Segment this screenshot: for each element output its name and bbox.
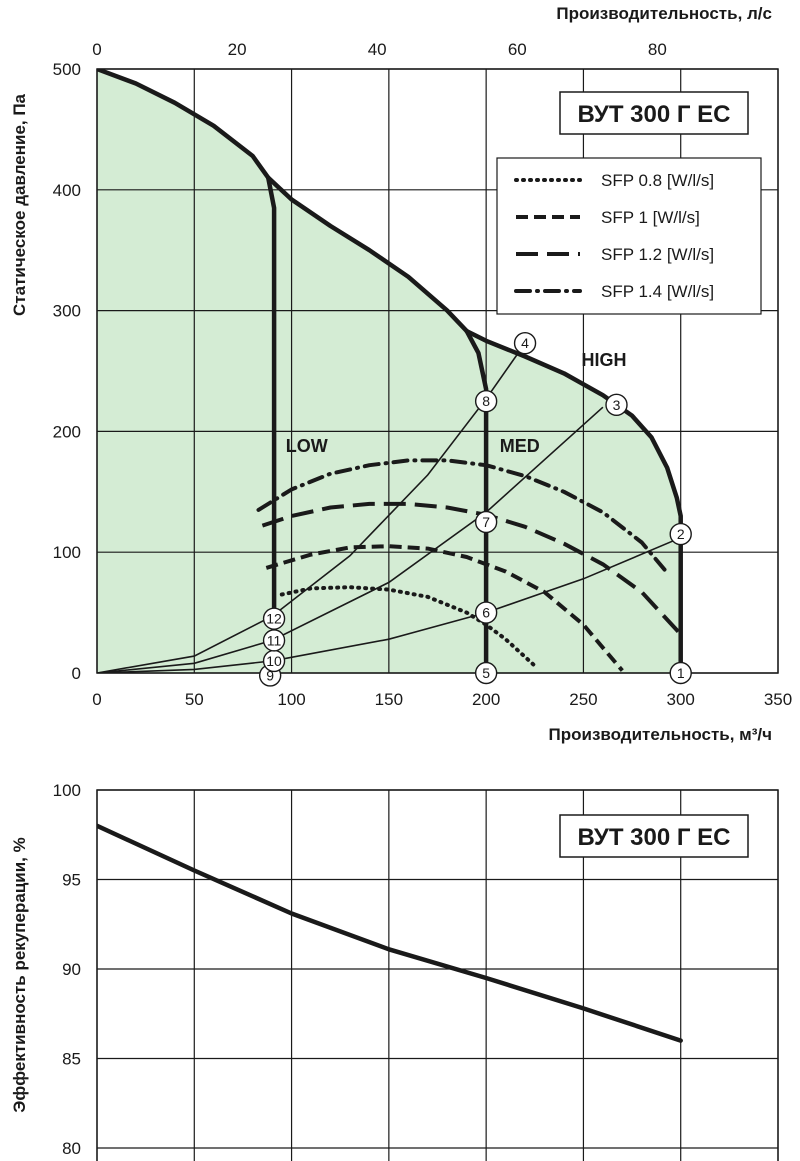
x2-tick-label: 20 <box>228 40 247 59</box>
x-tick-label: 300 <box>667 690 695 709</box>
marker-label: 4 <box>521 335 529 351</box>
marker-label: 6 <box>482 605 490 621</box>
operating-point-marker: 10 <box>262 649 286 673</box>
y-ticks: 0 100 200 300 400 500 <box>53 60 81 683</box>
operating-point-marker: 1 <box>669 661 692 685</box>
marker-circle <box>474 601 498 624</box>
x-tick-label: 100 <box>277 690 305 709</box>
pressure-chart: 0 50 100 150 200 250 300 350 0 20 40 60 80 0 100 200 3… <box>10 4 792 744</box>
y-tick-label: 500 <box>53 60 81 79</box>
marker-circle <box>474 510 498 534</box>
y-tick-label: 200 <box>53 422 81 441</box>
legend-label: SFP 1.2 [W/l/s] <box>601 245 714 264</box>
fan-curves <box>97 69 683 673</box>
efficiency-chart: 80 85 90 95 100 Эффективность рекуперации, %… <box>10 781 779 1161</box>
operating-point-marker: 7 <box>474 510 498 534</box>
operating-point-marker: 6 <box>474 601 498 624</box>
x2-tick-label: 80 <box>648 40 667 59</box>
fan-curve <box>265 175 277 673</box>
mode-label: LOW <box>286 436 328 456</box>
marker-label: 10 <box>266 653 282 669</box>
system-curve <box>97 406 604 673</box>
legend-label: SFP 0.8 [W/l/s] <box>601 171 714 190</box>
marker-circle <box>262 607 286 630</box>
sfp-curve <box>265 544 624 672</box>
plot-frame <box>96 789 779 1161</box>
mode-labels: LOW MED HIGH <box>286 350 627 456</box>
y-tick-label: 400 <box>53 181 81 200</box>
x-tick-label: 350 <box>764 690 792 709</box>
marker-circle <box>669 522 692 546</box>
marker-circle <box>605 393 628 417</box>
y-tick-label: 95 <box>62 871 81 890</box>
y-ticks: 80 85 90 95 100 <box>53 781 81 1158</box>
x-tick-label: 150 <box>375 690 403 709</box>
marker-label: 3 <box>613 397 621 413</box>
marker-label: 5 <box>482 665 490 681</box>
fan-curve <box>97 69 271 180</box>
marker-label: 2 <box>677 526 685 542</box>
sfp-curves <box>256 458 683 672</box>
mode-label: MED <box>500 436 540 456</box>
x2-ticks: 0 20 40 60 80 <box>92 40 667 59</box>
operating-point-marker: 5 <box>474 661 498 685</box>
operating-point-marker: 8 <box>474 390 498 413</box>
fan-curve <box>265 175 469 334</box>
marker-circle <box>262 629 286 652</box>
x-tick-label: 0 <box>92 690 101 709</box>
x-ticks: 0 50 100 150 200 250 300 350 <box>92 690 792 709</box>
marker-label: 11 <box>267 632 282 648</box>
system-curve <box>97 536 682 673</box>
marker-circle <box>669 661 692 685</box>
x-axis-title: Производительность, м³/ч <box>549 725 772 744</box>
y-tick-label: 0 <box>72 664 81 683</box>
x2-tick-label: 0 <box>92 40 101 59</box>
marker-circle <box>474 661 498 685</box>
operating-point-marker: 2 <box>669 522 692 546</box>
y-tick-label: 100 <box>53 543 81 562</box>
y-tick-label: 80 <box>62 1139 81 1158</box>
sfp-curve <box>279 585 537 668</box>
fan-curve <box>464 328 683 673</box>
model-label: ВУТ 300 Г ЕС <box>578 824 731 851</box>
model-label-box: ВУТ 300 Г ЕС <box>559 814 749 858</box>
marker-label: 12 <box>266 611 282 627</box>
model-label: ВУТ 300 Г ЕС <box>578 101 731 128</box>
plot-frame <box>96 68 779 674</box>
marker-label: 8 <box>482 393 490 409</box>
operating-point-marker: 3 <box>605 393 628 417</box>
mode-label: HIGH <box>581 350 626 370</box>
legend-label: SFP 1 [W/l/s] <box>601 208 700 227</box>
y-axis-title: Эффективность рекуперации, % <box>10 837 29 1112</box>
x-tick-label: 250 <box>569 690 597 709</box>
y-tick-label: 100 <box>53 781 81 800</box>
marker-label: 7 <box>482 514 490 530</box>
x-tick-label: 200 <box>472 690 500 709</box>
x2-tick-label: 60 <box>508 40 527 59</box>
efficiency-curve <box>97 823 683 1043</box>
x2-axis-title: Производительность, л/с <box>556 4 772 23</box>
operating-point-marker: 11 <box>262 629 286 652</box>
operating-point-marker: 12 <box>262 607 286 630</box>
marker-label: 9 <box>266 667 274 683</box>
model-label-box: ВУТ 300 Г ЕС <box>559 91 749 135</box>
y-tick-label: 90 <box>62 960 81 979</box>
operating-point-marker: 4 <box>513 332 537 355</box>
marker-circle <box>513 332 537 355</box>
sfp-curve <box>256 458 668 573</box>
sfp-curve <box>261 501 683 636</box>
x-tick-label: 50 <box>185 690 204 709</box>
legend-label: SFP 1.4 [W/l/s] <box>601 282 714 301</box>
legend-box <box>496 157 762 315</box>
y-tick-label: 85 <box>62 1050 81 1069</box>
legend: SFP 0.8 [W/l/s] SFP 1 [W/l/s] SFP 1.2 [W/l… <box>496 157 762 315</box>
y-tick-label: 300 <box>53 302 81 321</box>
marker-circle <box>474 390 498 413</box>
marker-label: 1 <box>677 665 685 681</box>
x2-tick-label: 40 <box>368 40 387 59</box>
y-axis-title: Статическое давление, Па <box>10 93 29 316</box>
